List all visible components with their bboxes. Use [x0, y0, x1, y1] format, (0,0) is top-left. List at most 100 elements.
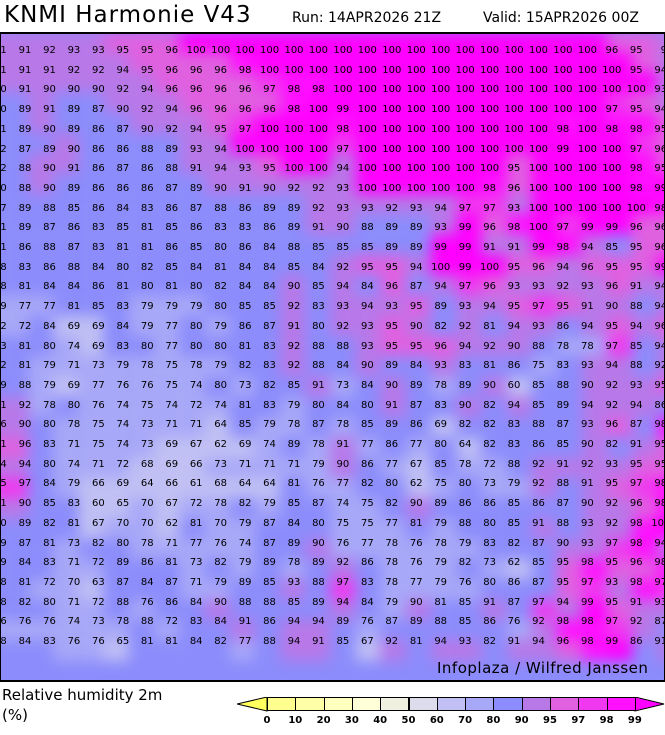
grid-value: 88	[336, 340, 350, 352]
grid-value: 74	[67, 616, 81, 628]
grid-value: 81	[116, 281, 130, 293]
color-cell	[179, 396, 205, 418]
grid-value: 100	[455, 84, 475, 96]
grid-value: 100	[382, 84, 402, 96]
color-cell	[154, 295, 180, 316]
grid-value: 100	[504, 123, 524, 135]
color-cell	[556, 335, 583, 357]
grid-value: 100	[504, 143, 524, 155]
grid-value: 9	[0, 301, 7, 313]
color-cell	[103, 92, 130, 113]
color-cell	[582, 356, 608, 377]
color-cell	[330, 214, 357, 235]
color-cell	[481, 173, 508, 195]
color-cell	[506, 356, 533, 377]
grid-value: 100	[431, 45, 451, 56]
grid-value: 86	[92, 123, 105, 135]
color-cell	[431, 132, 457, 154]
color-cell	[78, 51, 105, 73]
grid-value: 85	[360, 242, 374, 253]
color-cell	[632, 356, 659, 377]
grid-value: 87	[556, 498, 570, 510]
grid-value: 95	[409, 301, 423, 313]
color-cell	[2, 112, 29, 134]
color-cell	[204, 315, 231, 337]
grid-value: 79	[43, 360, 56, 372]
grid-value: 82	[92, 537, 105, 549]
grid-value: 89	[263, 557, 276, 569]
grid-value: 88	[116, 596, 130, 608]
color-cell	[506, 112, 533, 134]
grid-value: 96	[581, 261, 594, 273]
grid-value: 94	[116, 64, 130, 76]
grid-value: 100	[602, 163, 622, 175]
grid-value: 79	[287, 399, 301, 411]
grid-value: 75	[92, 439, 105, 450]
grid-value: 100	[553, 64, 573, 76]
color-cell	[1, 376, 4, 398]
color-cell	[254, 376, 281, 398]
grid-value: 96	[214, 84, 228, 96]
grid-value: 93	[360, 202, 374, 214]
grid-value: 86	[629, 636, 643, 647]
color-cell	[204, 132, 231, 154]
grid-value: 95	[385, 320, 399, 332]
color-cell	[481, 234, 508, 256]
color-cell	[254, 112, 281, 134]
color-cell	[632, 376, 659, 398]
grid-value: 84	[263, 242, 276, 253]
color-cell	[556, 275, 583, 296]
grid-value: 2	[0, 360, 7, 372]
legend-label: 10	[288, 715, 303, 726]
grid-value: 95	[629, 458, 643, 470]
color-cell	[380, 254, 407, 276]
color-cell	[128, 335, 155, 357]
grid-value: 94	[581, 399, 594, 411]
grid-value: 98	[654, 419, 664, 431]
grid-value: 90	[214, 182, 228, 194]
grid-value: 84	[116, 320, 130, 332]
grid-value: 90	[67, 143, 81, 155]
grid-value: 91	[312, 636, 325, 647]
color-cell	[229, 335, 256, 357]
color-cell	[556, 376, 583, 398]
grid-value: 100	[308, 64, 328, 76]
color-cell	[279, 376, 306, 398]
color-cell	[28, 132, 54, 154]
legend-over-arrow	[634, 697, 665, 712]
grid-value: 100	[504, 104, 524, 116]
grid-value: 1	[0, 439, 7, 450]
grid-value: 88	[263, 636, 276, 647]
grid-value: 84	[409, 360, 423, 372]
grid-value: 84	[92, 261, 105, 273]
color-cell	[531, 92, 558, 113]
grid-value: 86	[165, 242, 179, 253]
grid-value: 81	[43, 537, 56, 549]
grid-value: 83	[43, 557, 56, 569]
grid-value: 65	[116, 636, 130, 647]
grid-value: 94	[629, 320, 643, 332]
grid-value: 100	[357, 84, 377, 96]
grid-value: 81	[67, 301, 81, 313]
grid-value: 82	[238, 360, 252, 372]
grid-value: 60	[92, 498, 105, 510]
grid-value: 75	[532, 360, 545, 372]
grid-value: 100	[284, 64, 304, 76]
color-cell	[154, 315, 180, 337]
color-cell	[582, 34, 608, 53]
color-cell	[481, 92, 508, 113]
grid-value: 90	[18, 419, 32, 431]
color-cell	[78, 295, 105, 316]
color-cell	[53, 173, 80, 195]
grid-value: 73	[140, 439, 154, 450]
color-cell	[531, 214, 558, 235]
grid-value: 80	[385, 478, 399, 490]
color-cell	[556, 132, 583, 154]
grid-value: 1	[0, 242, 7, 253]
grid-value: 92	[336, 320, 350, 332]
color-cell	[531, 51, 558, 73]
grid-value: 100	[528, 202, 549, 214]
grid-value: 8	[0, 636, 7, 647]
color-cell	[53, 295, 80, 316]
grid-value: 83	[67, 498, 81, 510]
